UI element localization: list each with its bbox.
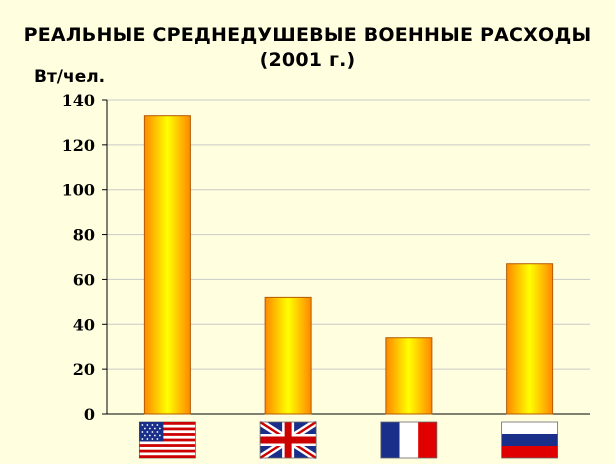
category-flags [138,419,559,461]
y-tick-label: 100 [62,181,95,200]
y-tick-label: 0 [84,405,95,424]
y-tick-label: 140 [62,91,95,110]
y-tick-label: 40 [73,315,95,334]
y-axis-label: Вт/чел. [34,67,106,87]
chart-subtitle: (2001 г.) [259,49,356,71]
russia-flag-icon [501,421,559,459]
y-tick-label: 120 [62,136,95,155]
bars [143,115,554,415]
y-axis: 0 20 40 60 80 100 120 140 [62,91,590,424]
y-tick-label: 80 [73,226,95,245]
bar-russia [506,263,554,415]
y-tick-label: 20 [73,360,95,379]
bar-usa [143,115,191,415]
chart-title: РЕАЛЬНЫЕ СРЕДНЕДУШЕВЫЕ ВОЕННЫЕ РАСХОДЫ [23,24,592,46]
uk-flag-icon [258,419,319,461]
usa-flag-icon [138,421,196,459]
france-flag-icon [380,421,438,459]
y-tick-label: 60 [73,270,95,289]
bar-uk [264,296,312,415]
bar-france [385,337,433,415]
